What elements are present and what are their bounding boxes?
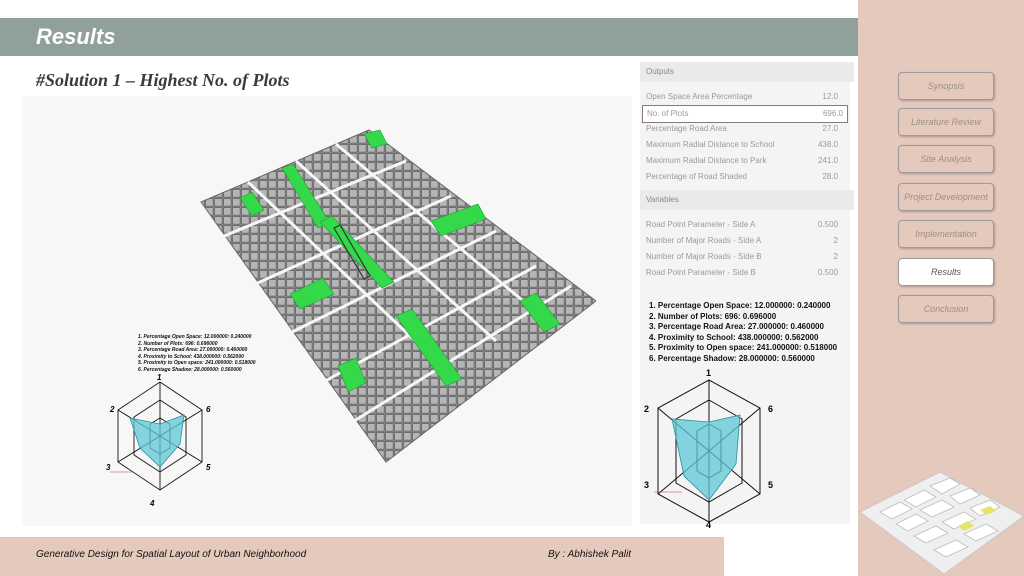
legend-line: 4. Proximity to School: 438.000000: 0.56… [649,332,819,342]
output-value: 28.0 [822,172,838,181]
legend-small-line: 2. Number of Plots: 696: 0.696000 [138,340,218,347]
variables-heading: Variables [640,190,854,210]
radar-axis-label: 6 [768,404,773,414]
output-label: Percentage Road Area [646,124,727,133]
output-row-selected[interactable]: No. of Plots 696.0 [642,105,848,123]
output-value: 696.0 [822,109,843,118]
page-title: Results [36,24,116,49]
variable-label: Road Point Parameter - Side A [646,220,756,229]
radar-chart-large: 1 2 3 4 5 6 [644,368,773,530]
radar-legend-small: 1. Percentage Open Space: 12.000000: 0.2… [138,334,256,373]
legend-small-line: 5. Proximity to Open space: 241.000000: … [138,360,256,366]
output-label: Maximum Radial Distance to School [646,140,775,149]
legend-small-line: 4. Proximity to School: 438.000000: 0.56… [138,353,244,360]
radar-chart-small: 1 2 3 4 5 6 [106,373,211,508]
neighborhood-model-render [200,129,596,463]
nav-synopsis[interactable]: Synopsis [898,72,994,100]
selected-block-outline [333,224,371,280]
variable-row: Number of Major Roads - Side B 2 [646,252,842,261]
variable-value: 0.500 [817,268,838,277]
radar-axis-label: 6 [206,405,211,414]
neighborhood-thumbnail-image [860,471,1024,575]
variable-label: Road Point Parameter - Side B [646,268,756,277]
legend-line: 2. Number of Plots: 696: 0.696000 [649,311,777,321]
building-mass [200,129,596,463]
radar-axis-label: 3 [106,463,111,472]
variable-row: Number of Major Roads - Side A 2 [646,236,842,245]
radar-axis-label: 1 [157,373,162,382]
radar-fill-large [671,414,741,501]
legend-small-line: 6. Percentage Shadow: 28.000000: 0.56000… [138,366,242,373]
variable-label: Number of Major Roads - Side A [646,236,762,245]
output-row: Maximum Radial Distance to School 438.0 [646,140,842,149]
outputs-heading: Outputs [640,62,854,82]
open-space-parks [239,129,561,393]
output-label: No. of Plots [647,109,689,118]
radar-legend-large: 1. Percentage Open Space: 12.000000: 0.2… [649,301,837,364]
nav-conclusion[interactable]: Conclusion [898,295,994,323]
output-value: 12.0 [822,92,838,101]
variable-value: 2 [833,252,838,261]
output-row: Percentage Road Area 27.0 [646,124,842,133]
output-row: Open Space Area Percentage 12.0 [646,92,842,101]
legend-line: 1. Percentage Open Space: 12.000000: 0.2… [649,301,831,310]
variable-row: Road Point Parameter - Side A 0.500 [646,220,842,229]
output-value: 438.0 [817,140,838,149]
radar-axis-label: 2 [109,405,115,414]
output-row: Maximum Radial Distance to Park 241.0 [646,156,842,165]
footer-bar [0,537,724,576]
header-bar [0,18,858,56]
variable-value: 0.500 [817,220,838,229]
output-row: Percentage of Road Shaded 28.0 [646,172,842,181]
radar-axis-label: 4 [706,520,711,530]
legend-small-line: 1. Percentage Open Space: 12.000000: 0.2… [138,334,252,340]
variable-value: 2 [833,236,838,245]
radar-axis-label: 4 [149,499,155,508]
radar-axis-label: 5 [206,463,211,472]
radar-axis-label: 1 [706,368,711,378]
footer-project-title: Generative Design for Spatial Layout of … [36,549,307,560]
solution-subtitle: #Solution 1 – Highest No. of Plots [36,70,290,90]
footer-author: By : Abhishek Palit [548,549,632,560]
output-label: Open Space Area Percentage [646,92,753,101]
nav-results[interactable]: Results [898,258,994,286]
nav-site-analysis[interactable]: Site Analysis [898,145,994,173]
nav-literature-review[interactable]: Literature Review [898,108,994,136]
nav-project-development[interactable]: Project Development [898,183,994,211]
output-label: Maximum Radial Distance to Park [646,156,767,165]
variable-row: Road Point Parameter - Side B 0.500 [646,268,842,277]
outputs-panel: Outputs Open Space Area Percentage 12.0 N… [640,62,854,524]
legend-small-line: 3. Percentage Road Area: 27.000000: 0.46… [138,347,248,353]
radar-axis-label: 3 [644,480,649,490]
radar-fill-small [129,414,185,468]
variable-label: Number of Major Roads - Side B [646,252,762,261]
output-label: Percentage of Road Shaded [646,172,747,181]
radar-axis-label: 5 [768,480,773,490]
output-value: 241.0 [817,156,838,165]
nav-implementation[interactable]: Implementation [898,220,994,248]
legend-line: 5. Proximity to Open space: 241.000000: … [649,343,838,352]
output-value: 27.0 [822,124,838,133]
legend-line: 3. Percentage Road Area: 27.000000: 0.46… [649,322,824,331]
legend-line: 6. Percentage Shadow: 28.000000: 0.56000… [649,353,815,363]
radar-axis-label: 2 [644,404,649,414]
